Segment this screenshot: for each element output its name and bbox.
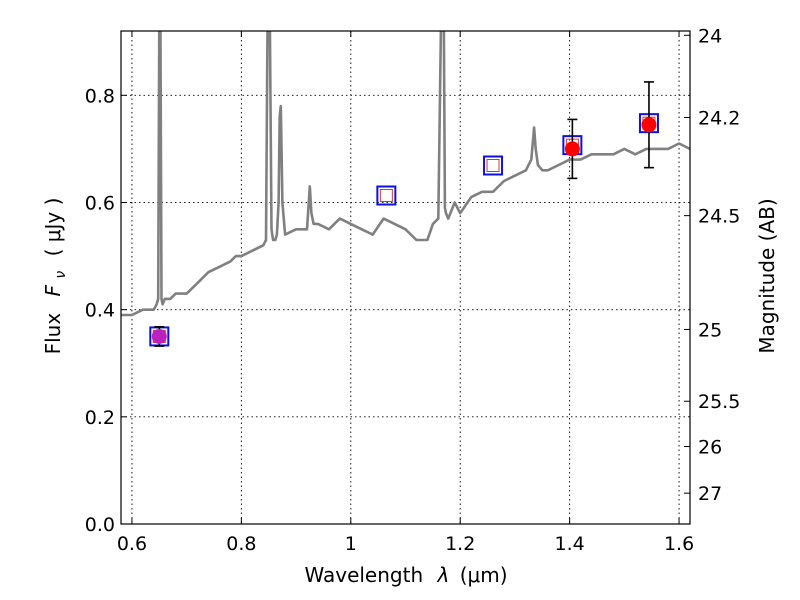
y-tick-label: 0.2 xyxy=(85,407,115,429)
y-tick-label: 0.0 xyxy=(85,514,115,536)
observed-point xyxy=(151,328,167,344)
x-axis-label: Wavelength λ (μm) xyxy=(304,563,507,587)
x-tick-label: 1.4 xyxy=(555,533,585,555)
y-axis-label-symbol: F xyxy=(41,284,65,296)
y-tick-label: 0.4 xyxy=(85,300,115,322)
y-tick-label: 0.8 xyxy=(85,85,115,107)
model-point-outer xyxy=(376,185,397,206)
right-axis-label: Magnitude (AB) xyxy=(755,198,779,353)
right-tick-label: 27 xyxy=(698,483,722,505)
x-tick-label: 0.8 xyxy=(226,533,256,555)
right-tick-label: 25.5 xyxy=(698,391,740,413)
x-tick-label: 1.2 xyxy=(445,533,475,555)
right-tick-label: 24.2 xyxy=(698,108,740,130)
x-ticks: 0.6 0.8 1 1.2 1.4 1.6 xyxy=(117,31,694,555)
observed-point xyxy=(641,117,657,133)
plot-frame xyxy=(120,30,691,525)
right-tick-label: 24.5 xyxy=(698,206,740,228)
x-axis-label-symbol: λ xyxy=(437,563,450,587)
x-tick-label: 1 xyxy=(345,533,357,555)
plot-area xyxy=(121,31,690,347)
x-tick-label: 1.6 xyxy=(664,533,694,555)
right-tick-label: 25 xyxy=(698,319,722,341)
right-axis-ticks: 24 24.2 24.5 25 25.5 26 27 xyxy=(684,25,740,505)
x-axis-label-text: Wavelength xyxy=(304,563,423,587)
model-point-outer xyxy=(483,155,504,176)
model-point-inner xyxy=(379,189,393,203)
grid-lines xyxy=(121,31,690,524)
y-axis-label-unit: ( μJy ) xyxy=(41,198,65,257)
y-tick-label: 0.6 xyxy=(85,192,115,214)
y-axis-label-text: Flux xyxy=(41,313,65,355)
right-tick-label: 24 xyxy=(698,25,722,47)
model-point-inner xyxy=(486,159,500,173)
x-tick-label: 0.6 xyxy=(117,533,147,555)
y-axis-label: Flux F ν ( μJy ) xyxy=(41,198,70,355)
spectrum-line xyxy=(121,31,690,317)
y-ticks: 0.0 0.2 0.4 0.6 0.8 xyxy=(85,85,127,536)
observed-point xyxy=(564,141,580,157)
right-tick-label: 26 xyxy=(698,437,722,459)
y-axis-label-subscript: ν xyxy=(53,271,69,279)
x-axis-label-unit: (μm) xyxy=(460,563,508,587)
